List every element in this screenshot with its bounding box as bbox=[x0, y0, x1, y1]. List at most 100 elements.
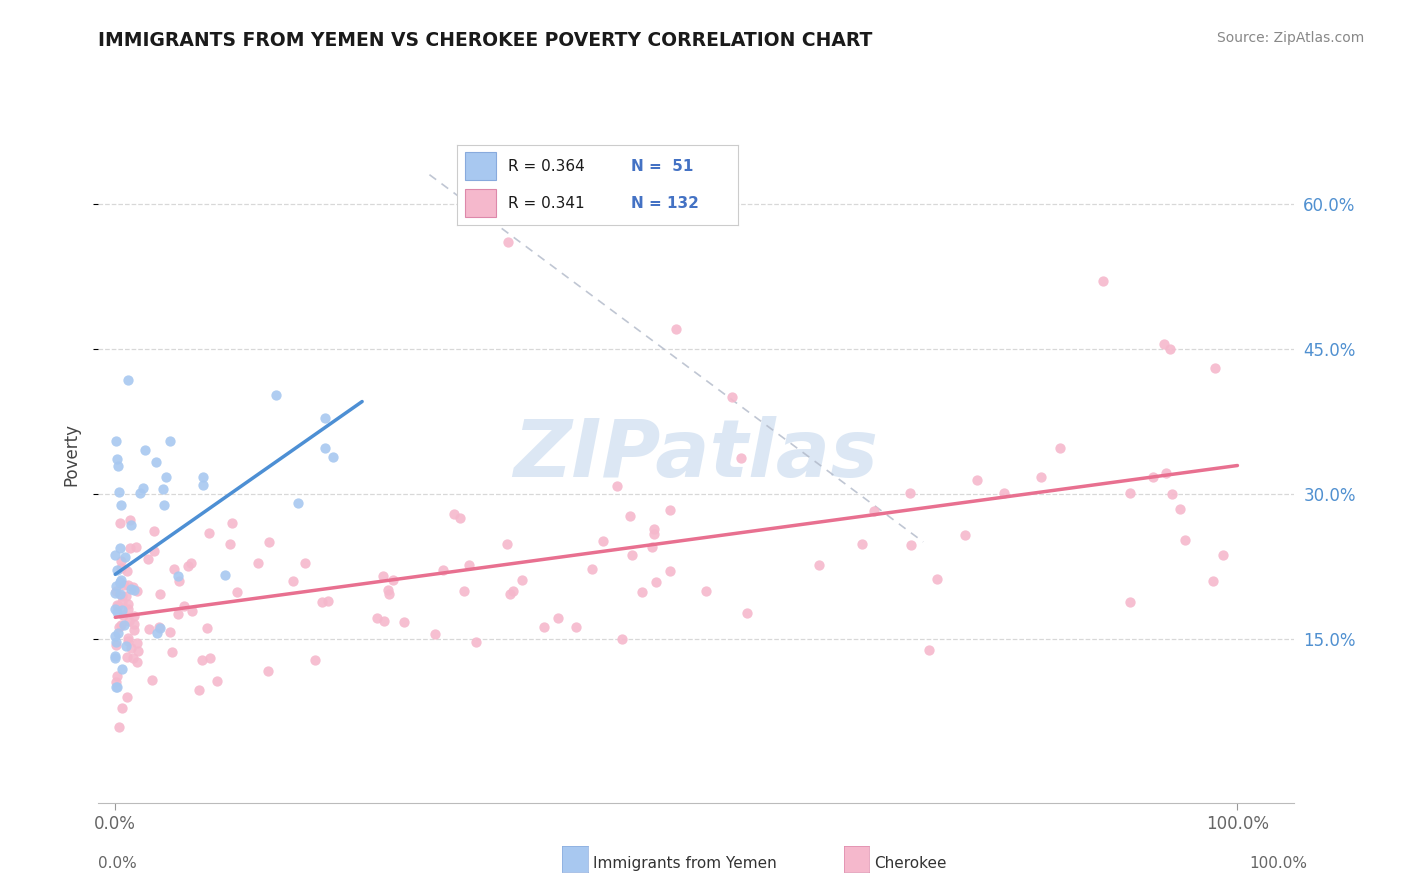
Point bbox=[108, 516, 131, 530]
Point bbox=[107, 599, 129, 614]
Point bbox=[851, 537, 873, 551]
Point bbox=[218, 537, 240, 551]
Point bbox=[322, 450, 344, 465]
Point bbox=[122, 617, 145, 632]
Point bbox=[120, 640, 142, 655]
Point bbox=[155, 469, 177, 483]
Point bbox=[918, 643, 941, 657]
Point bbox=[110, 618, 132, 632]
Text: Immigrants from Yemen: Immigrants from Yemen bbox=[593, 856, 778, 871]
Point bbox=[104, 675, 127, 690]
Point bbox=[193, 477, 215, 491]
Point bbox=[1202, 574, 1225, 589]
Point bbox=[104, 602, 127, 616]
Point bbox=[606, 479, 628, 493]
Point bbox=[581, 562, 603, 576]
Point bbox=[136, 552, 159, 566]
Point bbox=[1161, 487, 1184, 501]
Point bbox=[111, 700, 134, 714]
Point bbox=[927, 572, 949, 586]
Point bbox=[110, 553, 132, 567]
Point bbox=[457, 558, 479, 572]
Point bbox=[153, 498, 176, 512]
Point bbox=[107, 485, 129, 500]
Point bbox=[898, 486, 921, 500]
Point bbox=[107, 720, 129, 734]
Point bbox=[659, 565, 682, 579]
Point bbox=[132, 481, 155, 495]
Point bbox=[117, 597, 139, 611]
Point bbox=[180, 604, 202, 618]
Point bbox=[592, 533, 614, 548]
Point bbox=[735, 606, 758, 620]
Text: Source: ZipAtlas.com: Source: ZipAtlas.com bbox=[1216, 31, 1364, 45]
Point bbox=[641, 540, 664, 554]
Point bbox=[198, 526, 221, 541]
Point bbox=[304, 653, 326, 667]
Point bbox=[117, 564, 139, 578]
Point bbox=[146, 625, 169, 640]
Point bbox=[111, 603, 134, 617]
Point bbox=[105, 605, 128, 619]
Point bbox=[287, 496, 309, 510]
Point bbox=[105, 563, 128, 577]
Point bbox=[453, 584, 475, 599]
Point bbox=[695, 584, 717, 599]
Text: Cherokee: Cherokee bbox=[875, 856, 948, 871]
Point bbox=[105, 579, 128, 593]
Point bbox=[167, 574, 190, 588]
FancyBboxPatch shape bbox=[465, 152, 496, 179]
Point bbox=[226, 584, 249, 599]
Point bbox=[449, 510, 471, 524]
Point bbox=[104, 629, 127, 643]
Point bbox=[1029, 470, 1052, 484]
Point bbox=[115, 690, 138, 704]
Point bbox=[502, 584, 524, 599]
Point bbox=[1142, 470, 1164, 484]
Point bbox=[496, 537, 519, 551]
Point bbox=[108, 620, 131, 634]
Point bbox=[382, 573, 405, 587]
Point bbox=[110, 573, 132, 587]
Point bbox=[180, 556, 202, 570]
Point bbox=[1153, 336, 1175, 351]
Point bbox=[108, 574, 131, 589]
Point bbox=[443, 507, 465, 521]
Point bbox=[377, 582, 399, 597]
Point bbox=[120, 517, 142, 532]
Point bbox=[121, 580, 143, 594]
Point bbox=[152, 482, 174, 496]
FancyBboxPatch shape bbox=[465, 189, 496, 218]
Point bbox=[311, 595, 333, 609]
Y-axis label: Poverty: Poverty bbox=[62, 424, 80, 486]
Point bbox=[107, 625, 129, 640]
Point bbox=[564, 620, 586, 634]
Point bbox=[643, 522, 665, 536]
Point bbox=[104, 635, 127, 649]
Point bbox=[423, 626, 446, 640]
Point bbox=[111, 662, 134, 676]
Point bbox=[117, 601, 139, 615]
Point bbox=[464, 635, 486, 649]
Point bbox=[115, 649, 138, 664]
Point bbox=[117, 631, 139, 645]
Point bbox=[620, 548, 643, 562]
Point bbox=[163, 562, 186, 576]
Point bbox=[191, 653, 214, 667]
Point bbox=[1174, 533, 1197, 547]
Point bbox=[110, 561, 132, 575]
Point bbox=[371, 569, 394, 583]
Text: N = 132: N = 132 bbox=[631, 196, 699, 211]
Point bbox=[533, 620, 555, 634]
Point bbox=[378, 587, 401, 601]
Text: 0.0%: 0.0% bbox=[98, 856, 138, 871]
Point bbox=[110, 498, 132, 512]
Point bbox=[1049, 441, 1071, 455]
Point bbox=[138, 622, 160, 636]
Point bbox=[294, 556, 316, 570]
Point bbox=[111, 589, 134, 603]
Point bbox=[118, 615, 141, 629]
Point bbox=[1204, 361, 1226, 376]
Point bbox=[1212, 548, 1234, 562]
Point bbox=[257, 664, 280, 678]
